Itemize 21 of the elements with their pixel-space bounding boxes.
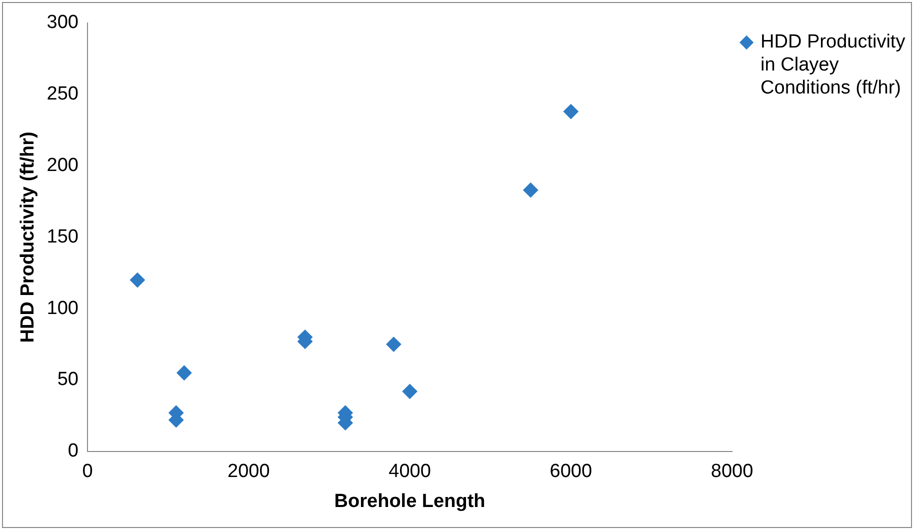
point (130, 272, 145, 288)
x-axis-title: Borehole Length (334, 490, 486, 512)
y-tick-label: 50 (57, 369, 78, 390)
y-tick-label: 250 (46, 84, 78, 105)
point (402, 384, 418, 399)
x-tick-label: 2000 (228, 461, 270, 482)
y-tick-label: 100 (46, 298, 78, 319)
point (563, 104, 578, 120)
x-tick-label: 0 (82, 461, 93, 482)
x-tick-label: 4000 (388, 461, 431, 482)
point (386, 336, 402, 352)
legend-label: HDD Productivity in Clayey Conditions (ft/hr) (760, 32, 906, 98)
point (176, 365, 192, 380)
y-tick-label: 150 (46, 226, 78, 248)
y-tick-label: 0 (68, 440, 78, 462)
y-tick-label: 200 (46, 155, 78, 176)
x-tick-label: 6000 (550, 461, 592, 482)
point (523, 182, 538, 198)
y-tick-label: 300 (46, 12, 78, 34)
y-axis-title: HDD Productivity (ft/hr) (18, 132, 39, 343)
x-tick-label: 8000 (710, 461, 754, 482)
